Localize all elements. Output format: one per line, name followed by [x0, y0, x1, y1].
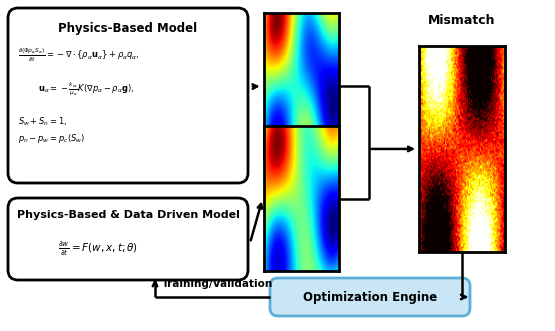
Text: $\mathbf{u}_\alpha = -\frac{k_{r\alpha}}{\mu_\alpha}K(\nabla p_\alpha - \rho_\al: $\mathbf{u}_\alpha = -\frac{k_{r\alpha}}… — [38, 80, 134, 97]
Text: $S_w + S_n = 1,$: $S_w + S_n = 1,$ — [18, 116, 67, 128]
Text: $\frac{\partial(\Phi\rho_\alpha S_\alpha)}{\partial t} = -\nabla \cdot \{\rho_\a: $\frac{\partial(\Phi\rho_\alpha S_\alpha… — [18, 46, 140, 64]
FancyBboxPatch shape — [8, 8, 248, 183]
Text: Optimization Engine: Optimization Engine — [303, 292, 437, 305]
FancyBboxPatch shape — [270, 278, 470, 316]
Text: $\frac{\partial w}{\partial t} = F(w, x, t; \theta)$: $\frac{\partial w}{\partial t} = F(w, x,… — [58, 240, 138, 258]
Text: Mismatch: Mismatch — [428, 14, 496, 27]
Text: $p_n - p_w = p_c(S_w)$: $p_n - p_w = p_c(S_w)$ — [18, 132, 85, 145]
Text: Physics-Based Model: Physics-Based Model — [58, 22, 198, 35]
Text: Training/Validation: Training/Validation — [162, 279, 273, 289]
Text: Physics-Based & Data Driven Model: Physics-Based & Data Driven Model — [17, 210, 239, 220]
FancyBboxPatch shape — [8, 198, 248, 280]
